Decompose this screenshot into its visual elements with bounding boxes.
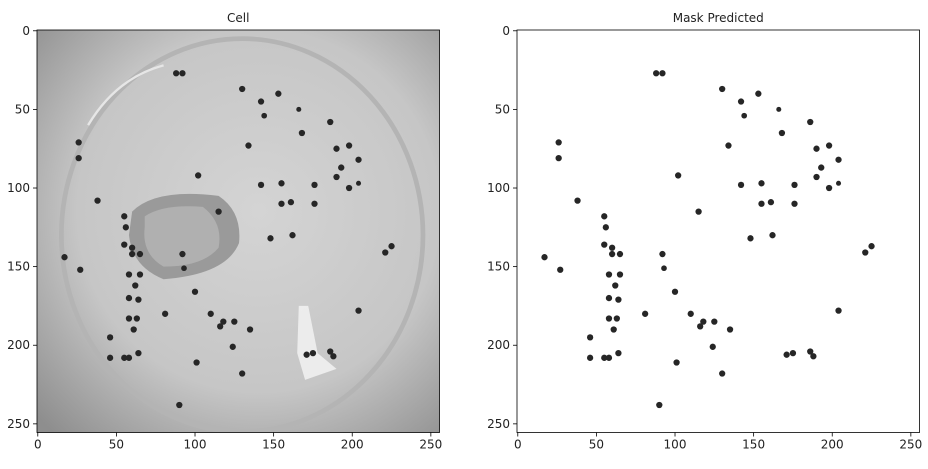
panel: Mask Predicted 0 50 100 150 200 250 0 50 100 150 2… bbox=[487, 11, 922, 452]
x-tick-label: 50 bbox=[109, 438, 124, 452]
y-tick-label: 50 bbox=[495, 102, 510, 116]
y-tick-label: 200 bbox=[7, 338, 30, 352]
x-tick-label: 150 bbox=[262, 438, 285, 452]
panel-title: Mask Predicted bbox=[673, 11, 764, 25]
y-tick-label: 150 bbox=[7, 260, 30, 274]
y-tick-label: 0 bbox=[22, 24, 30, 38]
x-tick-label: 250 bbox=[419, 438, 442, 452]
panel: Cell 0 50 100 150 200 250 0 50 100 150 200 250 bbox=[7, 11, 442, 452]
y-tick-label: 0 bbox=[502, 24, 510, 38]
y-tick-label: 100 bbox=[7, 181, 30, 195]
axes-frame bbox=[516, 29, 920, 433]
y-tick-label: 50 bbox=[15, 102, 30, 116]
x-tick-label: 250 bbox=[899, 438, 922, 452]
panel-title: Cell bbox=[227, 11, 249, 25]
image bbox=[517, 30, 920, 433]
x-tick-label: 200 bbox=[341, 438, 364, 452]
y-tick-label: 250 bbox=[487, 417, 510, 431]
x-tick-label: 0 bbox=[514, 438, 522, 452]
y-tick-label: 200 bbox=[487, 338, 510, 352]
y-tick-label: 150 bbox=[487, 260, 510, 274]
image bbox=[37, 30, 440, 433]
x-tick-label: 50 bbox=[589, 438, 604, 452]
x-tick-label: 0 bbox=[34, 438, 42, 452]
y-tick-label: 100 bbox=[487, 181, 510, 195]
axes-frame bbox=[36, 29, 440, 433]
x-tick-label: 100 bbox=[664, 438, 687, 452]
x-tick-label: 100 bbox=[184, 438, 207, 452]
x-tick-label: 200 bbox=[821, 438, 844, 452]
y-tick-label: 250 bbox=[7, 417, 30, 431]
x-tick-label: 150 bbox=[742, 438, 765, 452]
